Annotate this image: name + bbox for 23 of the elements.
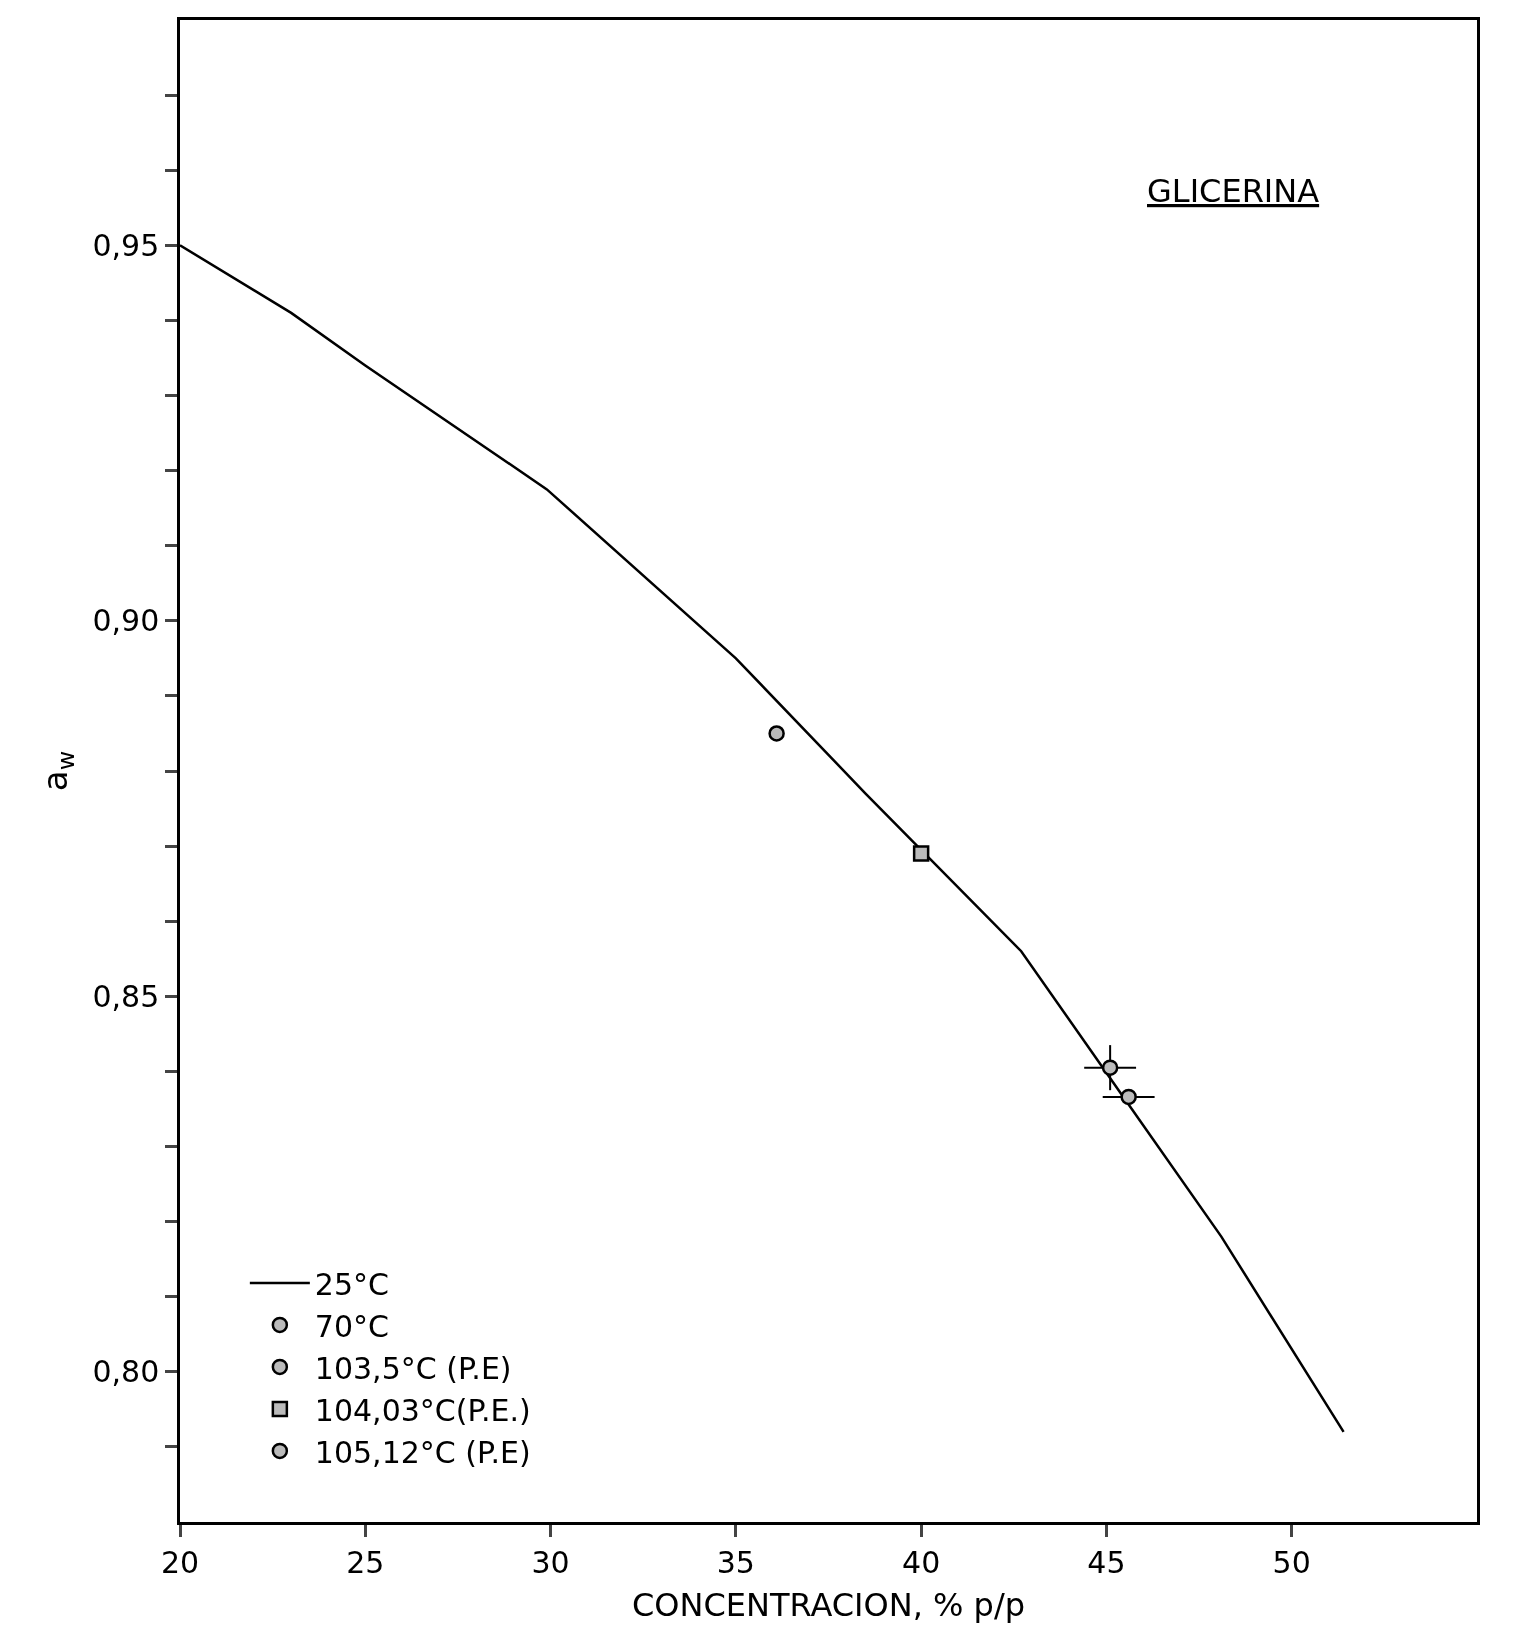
x-tick-label: 30 [531,1544,570,1580]
annotation: GLICERINA [1147,172,1320,210]
x-axis-title: CONCENTRACION, % p/p [631,1585,1026,1624]
y-tick-label: 0,95 [92,227,160,263]
x-tick-label: 45 [1087,1544,1126,1580]
x-tick-label: 50 [1272,1544,1311,1580]
x-tick-label: 40 [902,1544,941,1580]
point [1101,1059,1119,1076]
x-tick-label: 20 [160,1544,200,1580]
y-tick-label: 0,90 [92,603,160,639]
point [1120,1088,1137,1106]
x-tick-label: 35 [716,1544,755,1580]
legend-label: 70°C [314,1308,389,1344]
y-tick-label: 0,80 [92,1354,160,1390]
legend-label: 104,03°C(P.E.) [314,1392,531,1428]
point [768,725,785,742]
legend-label: 103,5°C (P.E) [314,1350,512,1386]
point [912,845,930,862]
legend-label: 105,12°C (P.E) [314,1434,531,1470]
y-tick-label: 0,85 [92,978,160,1014]
x-tick-label: 25 [346,1544,385,1580]
legend-label: 25°C [314,1266,389,1302]
line-series [180,244,1345,1434]
